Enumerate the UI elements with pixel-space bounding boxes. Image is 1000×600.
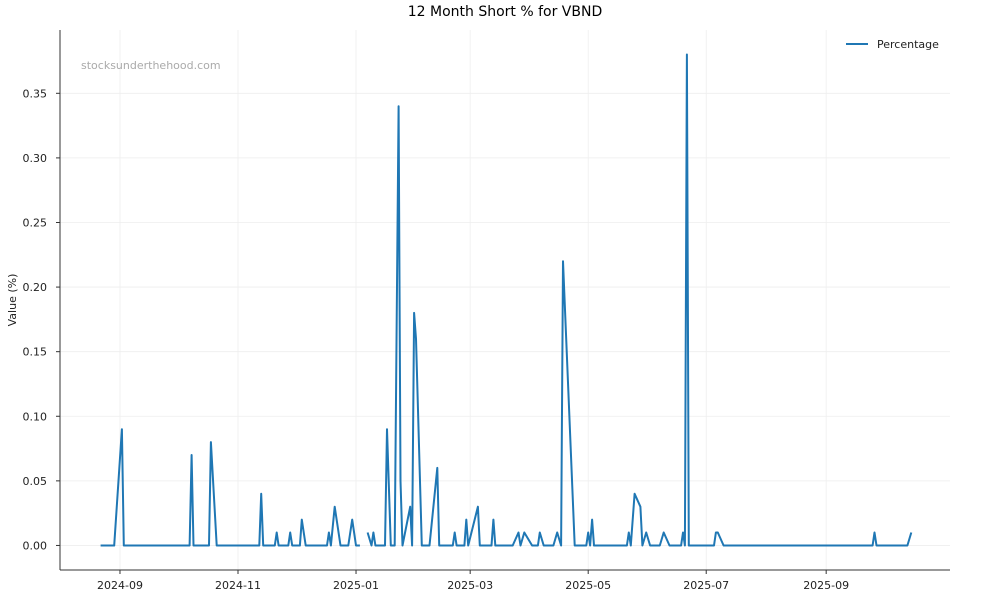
y-tick-label: 0.30 xyxy=(23,152,48,165)
x-tick-label: 2025-09 xyxy=(803,579,849,592)
x-tick-label: 2024-09 xyxy=(97,579,143,592)
y-tick-label: 0.35 xyxy=(23,87,48,100)
y-axis-ticks: 0.00 0.05 0.10 0.15 0.20 0.25 0.30 0.35 xyxy=(23,87,60,552)
series-line-percentage xyxy=(100,53,913,547)
y-axis-label: Value (%) xyxy=(6,274,19,327)
watermark: stocksunderthehood.com xyxy=(81,59,221,72)
y-tick-label: 0.05 xyxy=(23,475,48,488)
y-tick-label: 0.00 xyxy=(23,539,48,552)
y-tick-label: 0.10 xyxy=(23,410,48,423)
chart-title: 12 Month Short % for VBND xyxy=(408,4,603,20)
grid xyxy=(60,30,950,570)
legend-label-percentage: Percentage xyxy=(877,38,939,51)
x-tick-label: 2025-07 xyxy=(683,579,729,592)
x-tick-label: 2025-01 xyxy=(333,579,379,592)
x-tick-label: 2025-03 xyxy=(447,579,493,592)
legend: Percentage xyxy=(846,38,939,51)
series-group xyxy=(100,53,913,547)
x-tick-label: 2024-11 xyxy=(215,579,261,592)
x-tick-label: 2025-05 xyxy=(565,579,611,592)
x-axis-ticks: 2024-09 2024-11 2025-01 2025-03 2025-05 2025-… xyxy=(97,570,849,592)
y-tick-label: 0.15 xyxy=(23,346,48,359)
y-tick-label: 0.20 xyxy=(23,281,48,294)
y-tick-label: 0.25 xyxy=(23,216,48,229)
